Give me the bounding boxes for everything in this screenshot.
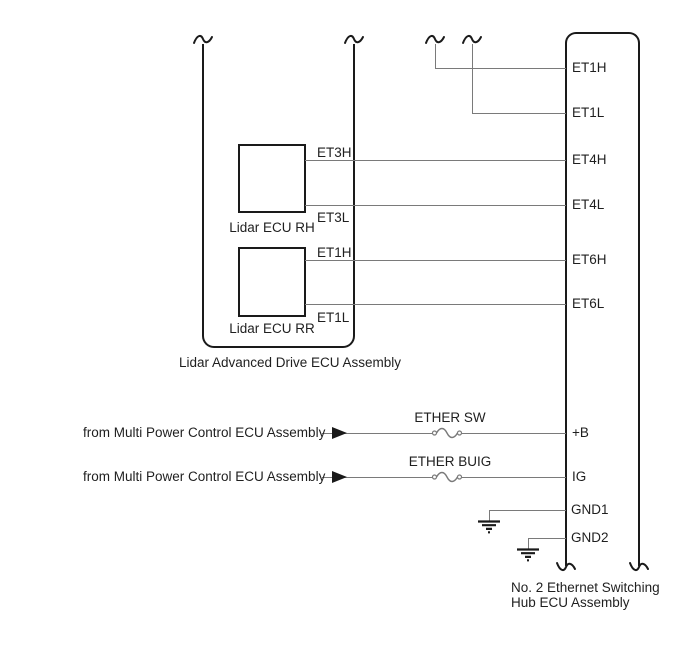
flow-arrow-icon bbox=[332, 471, 347, 483]
hub-pin-gnd2: GND2 bbox=[571, 530, 609, 545]
pin-label-et3l: ET3L bbox=[317, 210, 350, 225]
wire-et3l-et4l bbox=[305, 205, 566, 206]
hub-pin-et6h: ET6H bbox=[572, 252, 607, 267]
power-source-label: from Multi Power Control ECU Assembly bbox=[83, 469, 326, 484]
ground-icon bbox=[478, 520, 500, 534]
hub-pin-et1l: ET1L bbox=[572, 105, 605, 120]
wire-break-icon bbox=[462, 34, 482, 44]
pin-label-et1l-rr: ET1L bbox=[317, 310, 350, 325]
lidar-ecu-rr-label: Lidar ECU RR bbox=[229, 321, 315, 336]
fuse-label-ether-sw: ETHER SW bbox=[414, 410, 486, 425]
wire-et1l bbox=[472, 113, 566, 114]
ground-icon bbox=[517, 548, 539, 562]
hub-pin-et4h: ET4H bbox=[572, 152, 607, 167]
wire-et1h bbox=[435, 68, 566, 69]
wire-plusb-right bbox=[461, 433, 566, 434]
wire-et1h-et6h bbox=[305, 260, 566, 261]
hub-pin-gnd1: GND1 bbox=[571, 502, 609, 517]
flow-arrow-icon bbox=[332, 427, 347, 439]
hub-pin-et6l: ET6L bbox=[572, 296, 605, 311]
lidar-assembly-label: Lidar Advanced Drive ECU Assembly bbox=[178, 355, 402, 370]
hub-label-line1: No. 2 Ethernet Switching bbox=[511, 580, 660, 595]
hub-label-line2: Hub ECU Assembly bbox=[511, 595, 630, 610]
wire-et1l-et6l bbox=[305, 304, 566, 305]
fuse-icon bbox=[431, 427, 463, 439]
wire-et3h-et4h bbox=[305, 160, 566, 161]
wire-break-icon bbox=[556, 562, 576, 572]
wire-ig-right bbox=[461, 477, 566, 478]
wire-break-icon bbox=[193, 34, 213, 44]
lidar-ecu-rh-label: Lidar ECU RH bbox=[229, 220, 315, 235]
lidar-ecu-rr-box bbox=[238, 247, 306, 317]
wire-break-icon bbox=[344, 34, 364, 44]
power-source-label: from Multi Power Control ECU Assembly bbox=[83, 425, 326, 440]
wire-gnd2 bbox=[528, 538, 566, 539]
lidar-ecu-rh-box bbox=[238, 144, 306, 213]
wire-ig-left bbox=[322, 477, 433, 478]
wire-plusb-left bbox=[322, 433, 433, 434]
wire-break-icon bbox=[425, 34, 445, 44]
lidar-assembly-outline bbox=[202, 44, 355, 348]
hub-pin-et1h: ET1H bbox=[572, 60, 607, 75]
hub-outline bbox=[565, 32, 640, 566]
wire-break-icon bbox=[629, 562, 649, 572]
fuse-label-ether-buig: ETHER BUIG bbox=[408, 454, 492, 469]
hub-pin-plus-b: +B bbox=[572, 425, 589, 440]
pin-label-et3h: ET3H bbox=[317, 145, 352, 160]
wire-gnd2-drop bbox=[528, 538, 529, 549]
wire-gnd1 bbox=[489, 510, 566, 511]
wire bbox=[472, 44, 473, 113]
hub-pin-et4l: ET4L bbox=[572, 197, 605, 212]
wire bbox=[435, 44, 436, 68]
fuse-icon bbox=[431, 471, 463, 483]
wire-gnd1-drop bbox=[489, 510, 490, 521]
hub-pin-ig: IG bbox=[572, 469, 587, 484]
pin-label-et1h-rr: ET1H bbox=[317, 245, 352, 260]
